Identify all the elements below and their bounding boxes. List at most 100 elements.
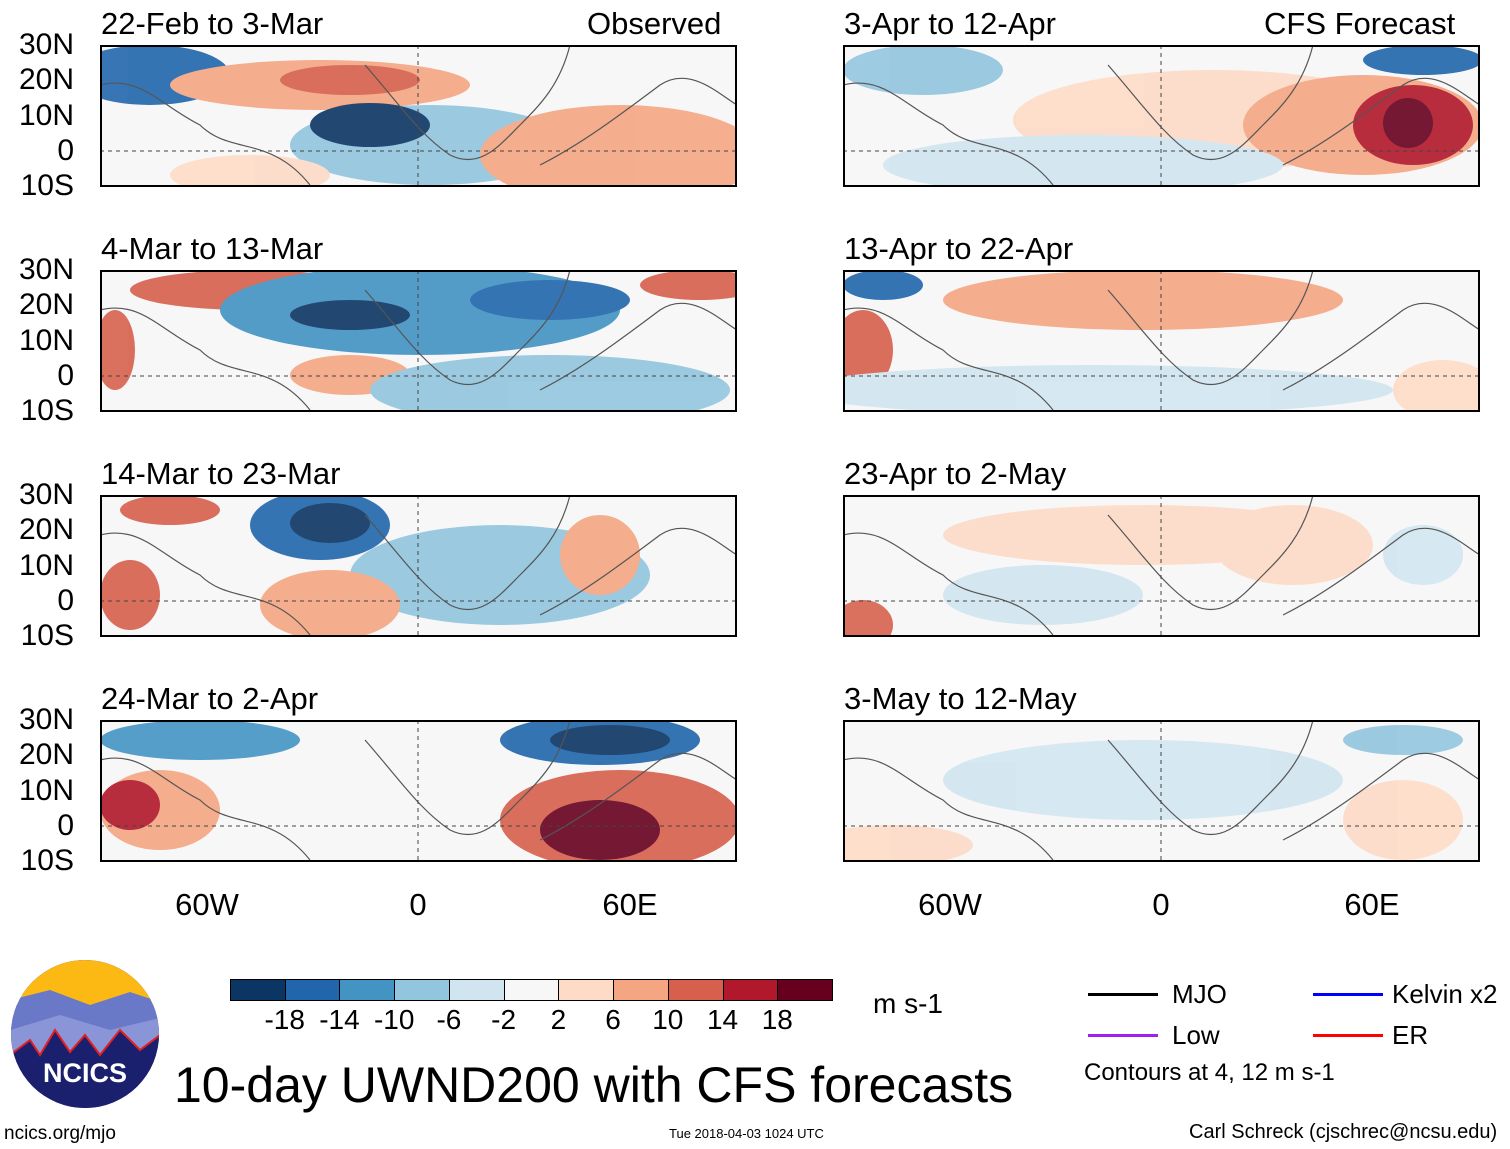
lon-label: 60W (918, 887, 982, 922)
anomaly-region (170, 155, 330, 187)
coastline (843, 495, 1480, 636)
coastline (843, 270, 1480, 411)
anomaly-region (560, 515, 640, 595)
panel-title: 24-Mar to 2-Apr (101, 681, 319, 716)
colorbar-label: 18 (761, 1004, 793, 1035)
anomaly-region (943, 740, 1343, 820)
colorbar-swatch (230, 979, 286, 1001)
colorbar-label: -6 (436, 1004, 462, 1035)
colorbar-swatch (448, 979, 505, 1001)
footer-url: ncics.org/mjo (4, 1123, 116, 1144)
anomaly-region (1343, 780, 1463, 860)
panel-title: 3-Apr to 12-Apr (844, 6, 1056, 41)
colorbar-swatch (613, 979, 669, 1001)
anomaly-region (943, 565, 1143, 625)
panel-title: 22-Feb to 3-Mar (101, 6, 324, 41)
anomaly-region (943, 270, 1343, 330)
colorbar-swatch (558, 979, 615, 1001)
coastline (100, 495, 737, 636)
legend-label-er: ER (1392, 1020, 1429, 1050)
colorbar-swatch (777, 979, 833, 1001)
coastline (100, 720, 737, 861)
lat-label: 10N (18, 323, 74, 357)
logo-text: NCICS (43, 1058, 127, 1088)
lon-label: 60W (175, 887, 239, 922)
lat-label: 0 (57, 358, 74, 392)
panel-title: 13-Apr to 22-Apr (844, 231, 1074, 266)
panel-title: 23-Apr to 2-May (844, 456, 1067, 491)
anomaly-region (843, 600, 893, 637)
anomaly-region (120, 495, 220, 525)
anomaly-region (1213, 505, 1373, 585)
map-panel (843, 495, 1480, 637)
anomaly-region (843, 310, 893, 390)
lat-label: 20N (18, 288, 74, 322)
map-panel (843, 45, 1480, 187)
footer-timestamp: Tue 2018-04-03 1024 UTC (669, 1126, 824, 1141)
lat-label: 10S (20, 844, 74, 878)
map-panel (843, 720, 1480, 862)
footer-author: Carl Schreck (cjschrec@ncsu.edu) (1189, 1121, 1498, 1143)
coastline (100, 270, 737, 411)
coastline (843, 45, 1480, 186)
colorbar-label: 10 (652, 1004, 684, 1035)
lat-label: 10N (18, 548, 74, 582)
legend-label-kelvin: Kelvin x2 (1392, 979, 1498, 1009)
lat-label: 30N (18, 703, 74, 736)
colorbar-swatch (722, 979, 779, 1001)
colorbar-label: 6 (605, 1004, 621, 1035)
anomaly-region (1383, 98, 1433, 148)
anomaly-region (1393, 360, 1480, 412)
colorbar-label: -10 (373, 1004, 415, 1035)
colorbar-swatch (284, 979, 341, 1001)
legend-line-kelvin (1313, 993, 1383, 996)
legend-line-low (1088, 1034, 1158, 1037)
ncics-logo: NCICS (11, 960, 159, 1108)
lat-label: 10N (18, 98, 74, 132)
legend-label-low: Low (1172, 1020, 1220, 1050)
contour-note: Contours at 4, 12 m s-1 (1084, 1059, 1335, 1086)
anomaly-region (100, 780, 160, 830)
anomaly-region (843, 365, 1393, 412)
anomaly-region (540, 800, 660, 860)
map-panel (100, 270, 737, 412)
anomaly-region (1363, 45, 1480, 75)
lat-label: 10N (18, 773, 74, 807)
colorbar-swatch (394, 979, 450, 1001)
cfs-forecast-label: CFS Forecast (1264, 6, 1456, 41)
coastline (100, 45, 737, 186)
colorbar-swatch (503, 979, 560, 1001)
colorbar-swatch (339, 979, 396, 1001)
anomaly-region (480, 105, 737, 187)
map-panel (100, 720, 737, 862)
anomaly-region (370, 355, 730, 412)
anomaly-region (100, 310, 135, 390)
lon-label: 60E (602, 887, 658, 922)
lat-label: 0 (57, 808, 74, 842)
colorbar-label: 14 (706, 1004, 739, 1035)
colorbar-label: -18 (264, 1004, 305, 1035)
panel-title: 4-Mar to 13-Mar (101, 231, 324, 266)
panel-title: 3-May to 12-May (844, 681, 1077, 716)
anomaly-region (100, 560, 160, 630)
panel-title: 14-Mar to 23-Mar (101, 456, 341, 491)
anomaly-region (1343, 725, 1463, 755)
coastline (843, 720, 1480, 861)
lat-label: 30N (18, 478, 74, 511)
map-panel (843, 270, 1480, 412)
colorbar-swatch (667, 979, 724, 1001)
anomaly-region (843, 270, 923, 300)
lon-label: 0 (1152, 887, 1170, 922)
lat-label: 20N (18, 513, 74, 547)
map-panel (100, 495, 737, 637)
figure-title: 10-day UWND200 with CFS forecasts (174, 1057, 1014, 1113)
colorbar-label: -2 (491, 1004, 517, 1035)
colorbar-units: m s-1 (873, 988, 943, 1019)
lat-label: 0 (57, 583, 74, 617)
anomaly-region (290, 503, 370, 543)
lat-label: 10S (20, 169, 74, 203)
anomaly-region (1383, 525, 1463, 585)
lat-label: 10S (20, 394, 74, 428)
lon-label: 60E (1344, 887, 1400, 922)
legend-line-er (1313, 1034, 1383, 1037)
